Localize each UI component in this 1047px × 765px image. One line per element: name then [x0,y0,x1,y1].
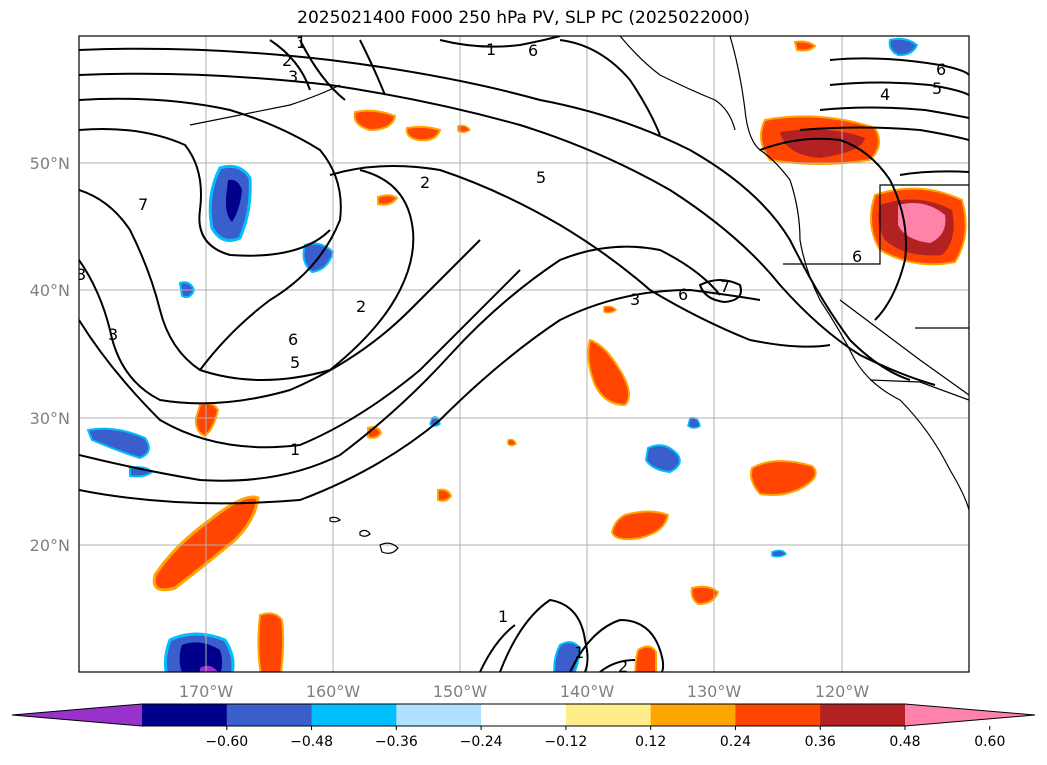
contour-labels: 2 3 1 1 6 6 5 4 2 5 7 3 3 2 6 5 1 3 6 7 … [76,33,946,676]
lat-label: 30°N [30,409,70,428]
lat-label: 20°N [30,536,70,555]
colorbar-swatch [481,704,567,726]
contour-label: 1 [574,643,584,662]
lat-label: 40°N [30,281,70,300]
slp-contours [79,36,969,672]
colorbar-swatch [650,704,736,726]
colorbar-swatch [311,704,397,726]
contour-label: 6 [936,60,946,79]
colorbar-swatch [142,704,228,726]
contour-label: 5 [290,353,300,372]
colorbar-tick-label: 0.12 [635,734,666,750]
contour-label: 2 [420,173,430,192]
lat-labels: 20°N 30°N 40°N 50°N [30,154,70,555]
lon-label: 150°W [433,682,488,701]
colorbar-tick-label: −0.60 [205,734,248,750]
lon-label: 120°W [815,682,870,701]
contour-label: 3 [108,325,118,344]
map-gridlines [79,36,969,672]
contour-label: 7 [720,277,730,296]
colorbar-tick-label: −0.36 [375,734,418,750]
pv-shading [86,37,967,672]
contour-label: 3 [76,265,86,284]
colorbar-swatch [396,704,482,726]
colorbar-tick-label: 0.24 [720,734,751,750]
contour-label: 1 [296,33,306,52]
colorbar-extend-high [905,704,1035,726]
lon-label: 160°W [306,682,361,701]
contour-label: 1 [290,440,300,459]
lon-label: 130°W [687,682,742,701]
lat-label: 50°N [30,154,70,173]
colorbar-tick-label: 0.36 [805,734,836,750]
lon-labels: 170°W 160°W 150°W 140°W 130°W 120°W [179,682,870,701]
contour-label: 6 [288,330,298,349]
contour-label: 2 [618,657,628,676]
contour-label: 6 [678,285,688,304]
colorbar-outline [11,703,1036,727]
colorbar-tick-label: 0.60 [974,734,1005,750]
contour-label: 2 [356,297,366,316]
colorbar-swatch [735,704,821,726]
contour-label: 1 [498,607,508,626]
colorbar-swatch [565,704,652,726]
contour-label: 3 [288,67,298,86]
colorbar-tick-label: −0.48 [290,734,333,750]
contour-label: 6 [528,41,538,60]
contour-label: 2 [282,51,292,70]
lon-label: 140°W [560,682,615,701]
lon-label: 170°W [179,682,234,701]
contour-label: 6 [852,247,862,266]
contour-label: 4 [880,85,890,104]
contour-label: 7 [138,195,148,214]
colorbar-tick-label: −0.24 [460,734,503,750]
colorbar: −0.60 −0.48 −0.36 −0.24 −0.12 0.12 0.24 0.36 0.4… [11,703,1036,750]
coastlines [189,36,969,554]
colorbar-swatch [226,704,313,726]
colorbar-extend-low [12,704,142,726]
contour-label: 5 [932,79,942,98]
colorbar-swatch [820,704,906,726]
colorbar-tick-label: −0.12 [544,734,587,750]
plot-frame [78,35,970,673]
map-title: 2025021400 F000 250 hPa PV, SLP PC (2025… [297,8,750,28]
colorbar-tick-label: 0.48 [889,734,920,750]
contour-label: 3 [630,290,640,309]
contour-label: 1 [486,40,496,59]
contour-label: 5 [536,168,546,187]
